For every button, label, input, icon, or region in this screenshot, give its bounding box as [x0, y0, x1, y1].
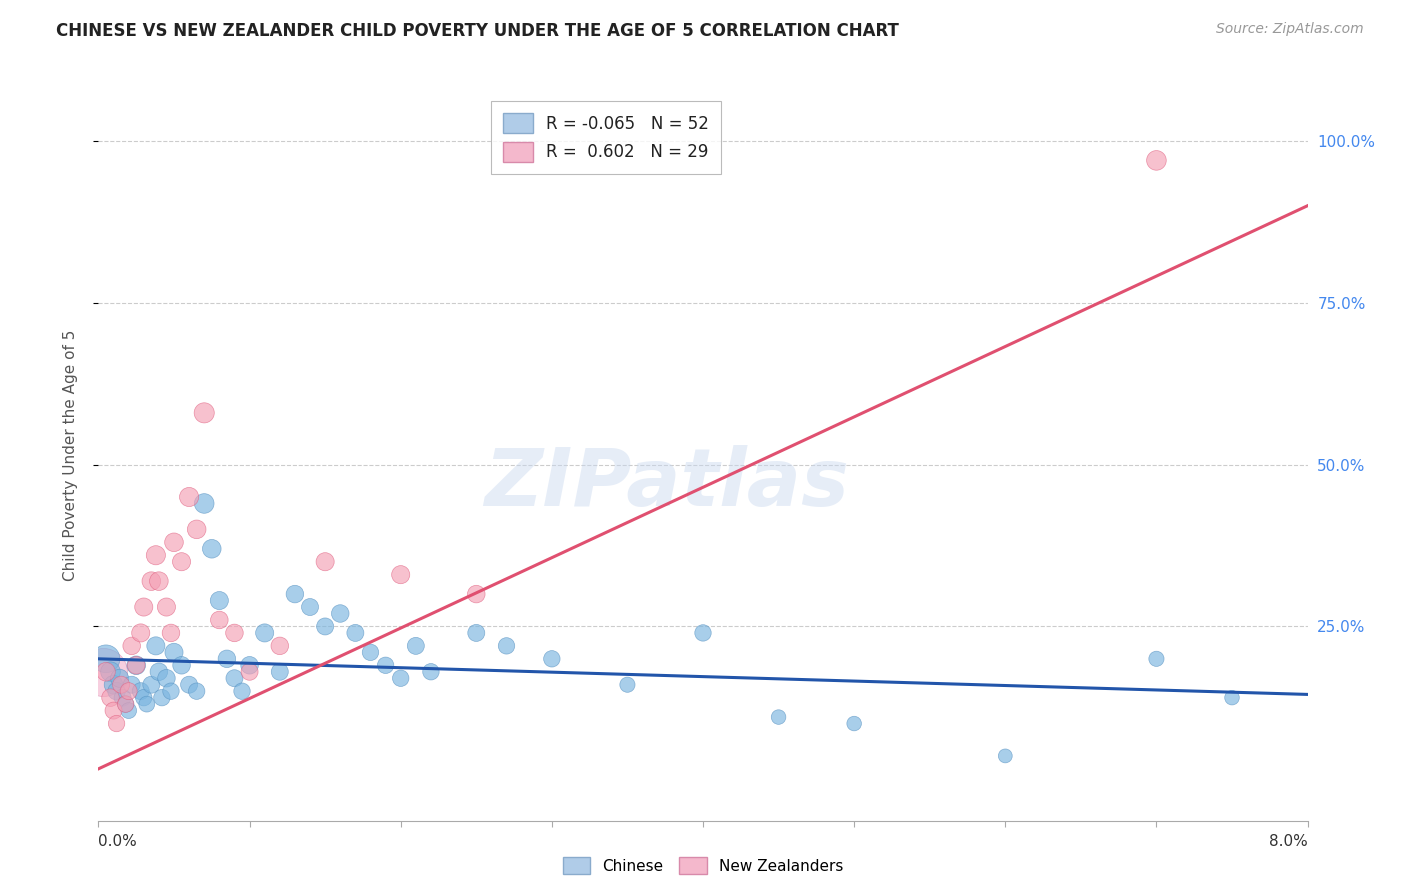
Point [193, 496, 215, 510]
Point [186, 684, 208, 698]
Point [118, 684, 141, 698]
Point [121, 639, 143, 653]
Point [145, 548, 167, 562]
Point [103, 704, 125, 718]
Point [201, 541, 224, 556]
Point [844, 716, 866, 731]
Point [132, 600, 155, 615]
Point [465, 626, 488, 640]
Point [160, 626, 183, 640]
Point [299, 600, 322, 615]
Text: CHINESE VS NEW ZEALANDER CHILD POVERTY UNDER THE AGE OF 5 CORRELATION CHART: CHINESE VS NEW ZEALANDER CHILD POVERTY U… [56, 22, 898, 40]
Point [208, 593, 231, 607]
Point [186, 522, 208, 536]
Point [1146, 652, 1168, 666]
Point [420, 665, 443, 679]
Point [132, 690, 155, 705]
Point [163, 645, 186, 659]
Point [125, 658, 148, 673]
Point [94, 665, 117, 679]
Point [616, 678, 638, 692]
Point [1220, 690, 1243, 705]
Point [253, 626, 276, 640]
Point [231, 684, 253, 698]
Point [94, 652, 117, 666]
Point [389, 567, 412, 582]
Point [135, 697, 157, 711]
Point [179, 490, 201, 504]
Point [114, 697, 136, 711]
Point [405, 639, 427, 653]
Point [145, 639, 167, 653]
Point [100, 690, 122, 705]
Point [170, 555, 193, 569]
Point [121, 678, 143, 692]
Point [495, 639, 517, 653]
Point [329, 607, 352, 621]
Point [540, 652, 562, 666]
Point [389, 671, 412, 685]
Point [208, 613, 231, 627]
Point [148, 665, 170, 679]
Point [269, 639, 291, 653]
Y-axis label: Child Poverty Under the Age of 5: Child Poverty Under the Age of 5 [63, 329, 77, 581]
Point [692, 626, 714, 640]
Point [215, 652, 238, 666]
Point [148, 574, 170, 589]
Text: ZIPatlas: ZIPatlas [484, 445, 849, 524]
Point [141, 678, 163, 692]
Point [150, 690, 173, 705]
Point [994, 748, 1017, 763]
Point [141, 574, 163, 589]
Point [155, 671, 177, 685]
Point [239, 658, 262, 673]
Point [314, 619, 336, 633]
Point [360, 645, 382, 659]
Point [163, 535, 186, 549]
Point [224, 626, 246, 640]
Point [91, 665, 114, 679]
Point [344, 626, 367, 640]
Legend: R = -0.065   N = 52, R =  0.602   N = 29: R = -0.065 N = 52, R = 0.602 N = 29 [492, 101, 721, 174]
Point [239, 665, 262, 679]
Point [110, 678, 132, 692]
Point [108, 671, 131, 685]
Point [269, 665, 291, 679]
Legend: Chinese, New Zealanders: Chinese, New Zealanders [557, 851, 849, 880]
Point [100, 665, 122, 679]
Point [114, 697, 136, 711]
Point [129, 684, 152, 698]
Point [465, 587, 488, 601]
Point [193, 406, 215, 420]
Point [1146, 153, 1168, 168]
Point [111, 690, 134, 705]
Point [179, 678, 201, 692]
Point [103, 678, 125, 692]
Point [118, 704, 141, 718]
Point [160, 684, 183, 698]
Point [129, 626, 152, 640]
Point [314, 555, 336, 569]
Point [768, 710, 790, 724]
Point [170, 658, 193, 673]
Point [105, 684, 128, 698]
Point [284, 587, 307, 601]
Text: 0.0%: 0.0% [98, 834, 138, 848]
Point [224, 671, 246, 685]
Text: 8.0%: 8.0% [1268, 834, 1308, 848]
Point [105, 716, 128, 731]
Text: Source: ZipAtlas.com: Source: ZipAtlas.com [1216, 22, 1364, 37]
Point [155, 600, 177, 615]
Point [374, 658, 396, 673]
Point [125, 658, 148, 673]
